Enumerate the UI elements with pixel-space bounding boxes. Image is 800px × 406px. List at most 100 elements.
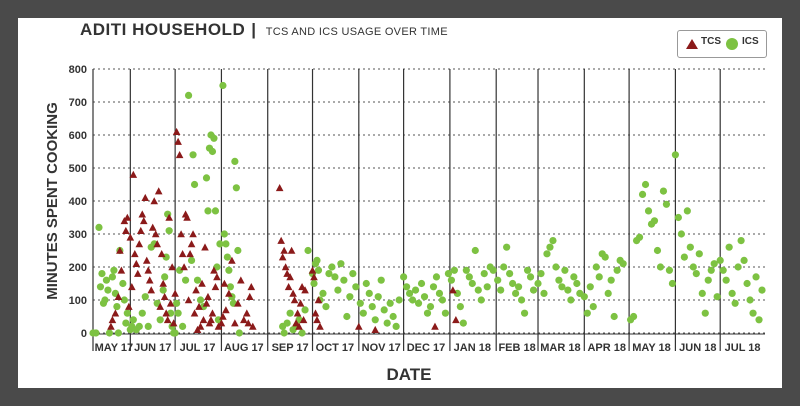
ics-point — [368, 303, 376, 311]
tcs-point — [116, 246, 124, 254]
tcs-point — [177, 230, 185, 238]
tcs-point — [202, 299, 211, 307]
ics-point — [171, 329, 179, 337]
legend-ics-marker — [726, 38, 738, 50]
ics-point — [210, 134, 218, 142]
ics-point — [156, 316, 164, 324]
ics-point — [734, 263, 742, 271]
ics-point — [301, 306, 309, 314]
ics-point — [319, 289, 327, 297]
ics-point — [304, 246, 312, 255]
ics-point — [346, 293, 354, 301]
ics-point — [395, 296, 403, 304]
tcs-point — [449, 286, 457, 294]
ics-point — [96, 283, 105, 291]
tcs-point — [175, 151, 184, 159]
tcs-point — [172, 127, 181, 135]
ics-point — [671, 151, 680, 159]
ics-point — [573, 279, 581, 288]
tcs-point — [184, 296, 193, 304]
ics-point — [392, 322, 400, 330]
ics-point — [546, 243, 554, 251]
tcs-point — [111, 309, 120, 317]
tcs-point — [129, 170, 138, 178]
ics-point — [190, 180, 199, 189]
legend-markers — [686, 38, 738, 50]
x-tick-label: APR 18 — [587, 342, 626, 354]
tcs-point — [277, 236, 285, 244]
ics-point — [441, 309, 450, 317]
ics-point — [619, 260, 627, 268]
tcs-point — [228, 256, 236, 264]
ics-point — [537, 270, 545, 278]
ics-point — [656, 263, 665, 271]
ics-point — [450, 266, 458, 274]
tcs-point — [139, 217, 148, 225]
tcs-point — [301, 286, 309, 294]
x-tick-label: NOV 17 — [362, 342, 401, 354]
tcs-point — [142, 256, 151, 264]
ics-point — [604, 289, 612, 297]
tcs-point — [213, 273, 221, 281]
ics-point — [668, 279, 677, 288]
tcs-point — [292, 319, 300, 327]
tcs-point — [190, 309, 199, 317]
ics-point — [497, 286, 505, 294]
x-tick-label: JUN 17 — [134, 342, 171, 354]
ics-point — [280, 329, 288, 337]
x-tick-label: MAR 18 — [540, 342, 580, 354]
ics-point — [377, 276, 385, 284]
ics-point — [349, 270, 357, 278]
ics-point — [411, 286, 420, 294]
ics-point — [555, 276, 563, 284]
ics-point — [386, 299, 394, 307]
tcs-point — [160, 292, 169, 300]
tcs-point — [311, 309, 320, 317]
ics-point — [680, 253, 688, 261]
tcs-point — [199, 316, 208, 324]
x-tick-label: DEC 17 — [407, 342, 446, 354]
ics-point — [423, 309, 432, 317]
ics-point — [737, 237, 745, 245]
ics-point — [356, 299, 364, 307]
ics-point — [692, 270, 700, 278]
tcs-point — [196, 322, 205, 330]
ics-point — [403, 283, 411, 291]
ics-point — [92, 329, 100, 337]
tcs-point — [192, 286, 200, 294]
ics-point — [95, 223, 103, 231]
ics-point — [686, 243, 694, 251]
tcs-point — [174, 137, 182, 145]
tcs-point — [287, 246, 296, 254]
tcs-point — [195, 302, 203, 310]
ics-point — [141, 293, 149, 301]
ics-point — [219, 81, 227, 90]
ics-point — [314, 266, 323, 274]
ics-point — [613, 266, 621, 274]
ics-point — [122, 319, 130, 327]
tcs-point — [225, 289, 233, 297]
y-tick-label: 0 — [81, 328, 87, 340]
ics-point — [444, 270, 453, 278]
ics-point — [758, 286, 766, 294]
ics-point — [123, 309, 131, 317]
ics-point — [607, 276, 615, 284]
tcs-point — [296, 299, 305, 307]
ics-point — [462, 266, 470, 274]
ics-point — [328, 263, 336, 271]
tcs-point — [151, 230, 160, 238]
tcs-point — [299, 316, 308, 324]
ics-point — [159, 286, 167, 294]
tcs-point — [204, 292, 212, 300]
chart-title-text: ADITI HOUSEHOLD — [80, 20, 246, 39]
ics-point — [695, 250, 703, 258]
ics-point — [592, 263, 600, 271]
ics-point — [374, 293, 382, 301]
tcs-point — [289, 289, 297, 297]
tcs-point — [148, 223, 157, 231]
ics-point — [104, 286, 112, 294]
tcs-point — [210, 266, 218, 274]
ics-point — [438, 296, 447, 304]
ics-point — [193, 276, 202, 284]
ics-point — [743, 279, 751, 288]
